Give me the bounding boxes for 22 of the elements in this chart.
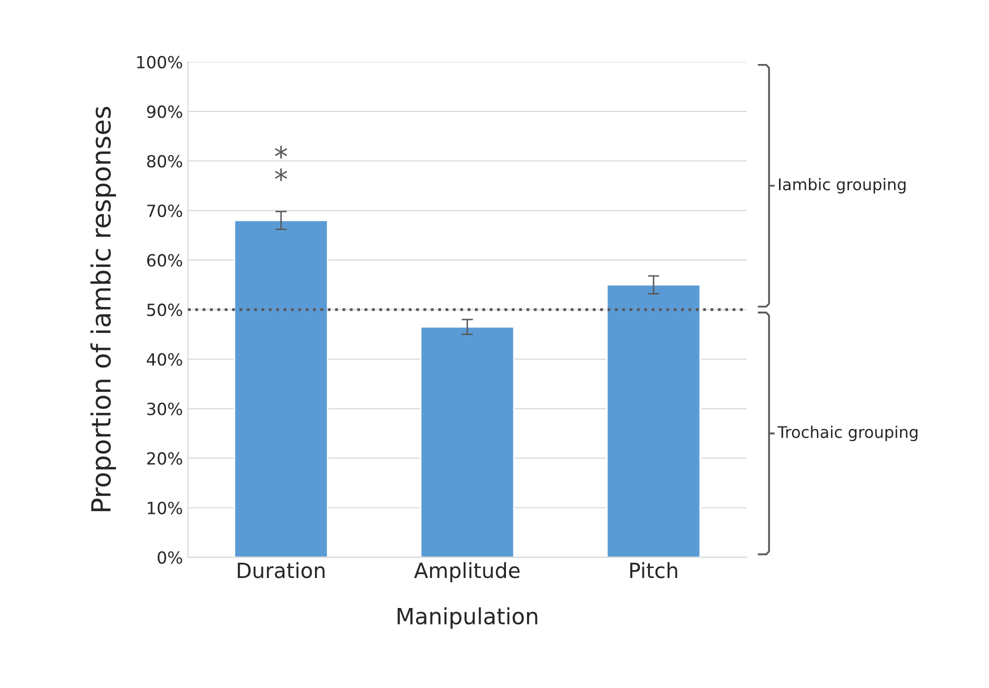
x-tick-label: Pitch bbox=[630, 562, 678, 578]
y-axis-title: Proportion of iambic responses bbox=[90, 106, 116, 512]
bar bbox=[606, 284, 701, 558]
text: Iambic grouping bbox=[778, 178, 906, 194]
x-axis-title: Manipulation bbox=[398, 607, 538, 629]
x-tick-label: Duration bbox=[238, 562, 325, 578]
text: Trochaic grouping bbox=[777, 426, 918, 442]
y-tick-label: 50% bbox=[147, 304, 182, 316]
y-tick-label: 90% bbox=[147, 105, 182, 118]
annotation: * * bbox=[274, 146, 288, 182]
y-tick-label: 70% bbox=[147, 204, 182, 218]
y-tick-label: 60% bbox=[147, 254, 182, 267]
bar bbox=[420, 326, 515, 558]
y-tick-label: 100% bbox=[137, 56, 182, 68]
y-tick-label: 80% bbox=[147, 154, 182, 168]
bar bbox=[234, 220, 328, 558]
y-tick-label: 0% bbox=[158, 551, 182, 564]
y-tick-label: 20% bbox=[147, 452, 182, 465]
y-tick-label: 30% bbox=[147, 402, 182, 416]
y-tick-label: 40% bbox=[146, 353, 182, 366]
y-tick-label: 10% bbox=[148, 502, 182, 514]
x-tick-label: Amplitude bbox=[414, 562, 520, 582]
